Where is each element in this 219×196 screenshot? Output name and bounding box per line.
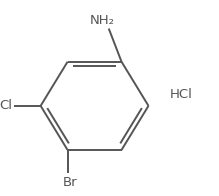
Text: NH₂: NH₂	[90, 14, 115, 27]
Text: Br: Br	[62, 176, 77, 189]
Text: Cl: Cl	[0, 99, 12, 112]
Text: HCl: HCl	[170, 88, 193, 101]
